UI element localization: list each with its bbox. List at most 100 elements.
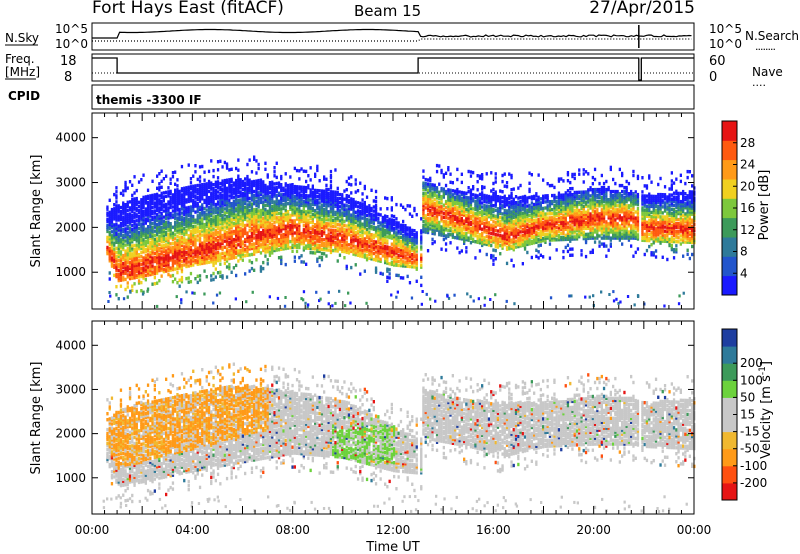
power-pixel [131, 234, 134, 238]
power-pixel [305, 210, 308, 214]
power-pixel [280, 174, 283, 179]
power-pixel [160, 191, 163, 196]
power-pixel [149, 226, 152, 230]
power-pixel [133, 253, 136, 258]
power-pixel [180, 207, 184, 211]
power-pixel [469, 170, 473, 174]
power-pixel [144, 199, 147, 203]
power-pixel [108, 271, 111, 275]
power-pixel [277, 231, 281, 236]
power-pixel [180, 193, 184, 197]
power-pixel [135, 275, 138, 279]
power-pixel [203, 243, 206, 247]
power-pixel [153, 282, 156, 286]
power-pixel [379, 271, 382, 276]
power-pixel [347, 182, 351, 186]
power-pixel [350, 265, 353, 270]
power-pixel [185, 208, 188, 212]
power-pixel [160, 201, 163, 206]
power-pixel [370, 188, 373, 192]
power-pixel [128, 226, 132, 230]
power-pixel [162, 177, 165, 181]
power-pixel [126, 204, 129, 208]
power-pixel [131, 213, 134, 218]
power-pixel [169, 211, 172, 216]
power-pixel [320, 217, 324, 221]
power-pixel [280, 193, 283, 197]
power-pixel [368, 256, 371, 260]
power-pixel [241, 202, 244, 206]
power-pixel [277, 229, 281, 234]
power-pixel [273, 246, 276, 251]
power-pixel [192, 216, 195, 221]
power-pixel [119, 268, 123, 272]
power-pixel [151, 201, 154, 206]
power-pixel [126, 238, 129, 243]
power-pixel [207, 246, 211, 250]
power-pixel [253, 199, 256, 204]
power-pixel [169, 205, 172, 210]
power-pixel [117, 226, 120, 230]
power-pixel [336, 190, 339, 195]
power-pixel [456, 187, 459, 192]
power-pixel [113, 247, 116, 251]
power-pixel [483, 185, 486, 190]
power-pixel [469, 220, 473, 225]
power-pixel [244, 209, 247, 213]
power-pixel [336, 196, 339, 201]
power-pixel [259, 212, 263, 217]
power-pixel [156, 253, 159, 257]
power-pixel [239, 240, 242, 245]
power-pixel [230, 167, 233, 171]
power-pixel [180, 249, 184, 254]
power-pixel [194, 200, 197, 204]
power-pixel [248, 222, 251, 227]
power-pixel [198, 199, 202, 203]
power-pixel [253, 179, 256, 184]
power-pixel [214, 225, 217, 229]
power-pixel [176, 184, 179, 188]
power-pixel [273, 188, 276, 192]
power-pixel [192, 237, 195, 241]
power-pixel [216, 244, 220, 249]
power-pixel [119, 284, 123, 288]
power-pixel [165, 263, 168, 267]
power-pixel [460, 249, 463, 253]
power-pixel [133, 282, 136, 286]
power-pixel [277, 203, 281, 207]
power-pixel [259, 267, 263, 271]
power-pixel [201, 259, 204, 264]
power-pixel [374, 203, 378, 208]
power-pixel [212, 174, 215, 179]
power-pixel [153, 237, 156, 241]
power-pixel [180, 280, 184, 284]
power-pixel [142, 173, 145, 177]
power-pixel [205, 212, 208, 216]
power-pixel [219, 236, 222, 240]
power-pixel [153, 193, 156, 197]
power-pixel [158, 228, 161, 232]
power-pixel [372, 205, 375, 209]
power-pixel [192, 249, 195, 253]
power-pixel [250, 186, 254, 190]
power-pixel [476, 174, 479, 178]
power-pixel [180, 197, 184, 201]
power-pixel [212, 219, 215, 223]
power-pixel [494, 208, 497, 212]
power-pixel [435, 169, 439, 174]
power-pixel [165, 251, 168, 255]
power-pixel [180, 275, 184, 280]
power-pixel [158, 198, 161, 202]
power-pixel [158, 248, 161, 253]
power-pixel [146, 261, 150, 265]
power-pixel [332, 190, 335, 194]
power-pixel [133, 274, 136, 278]
power-pixel [230, 220, 233, 224]
power-pixel [422, 181, 425, 185]
power-pixel [435, 194, 439, 198]
power-pixel [176, 218, 179, 222]
power-pixel [124, 217, 127, 221]
power-pixel [187, 260, 190, 264]
power-pixel [230, 252, 233, 256]
power-pixel [393, 214, 396, 219]
